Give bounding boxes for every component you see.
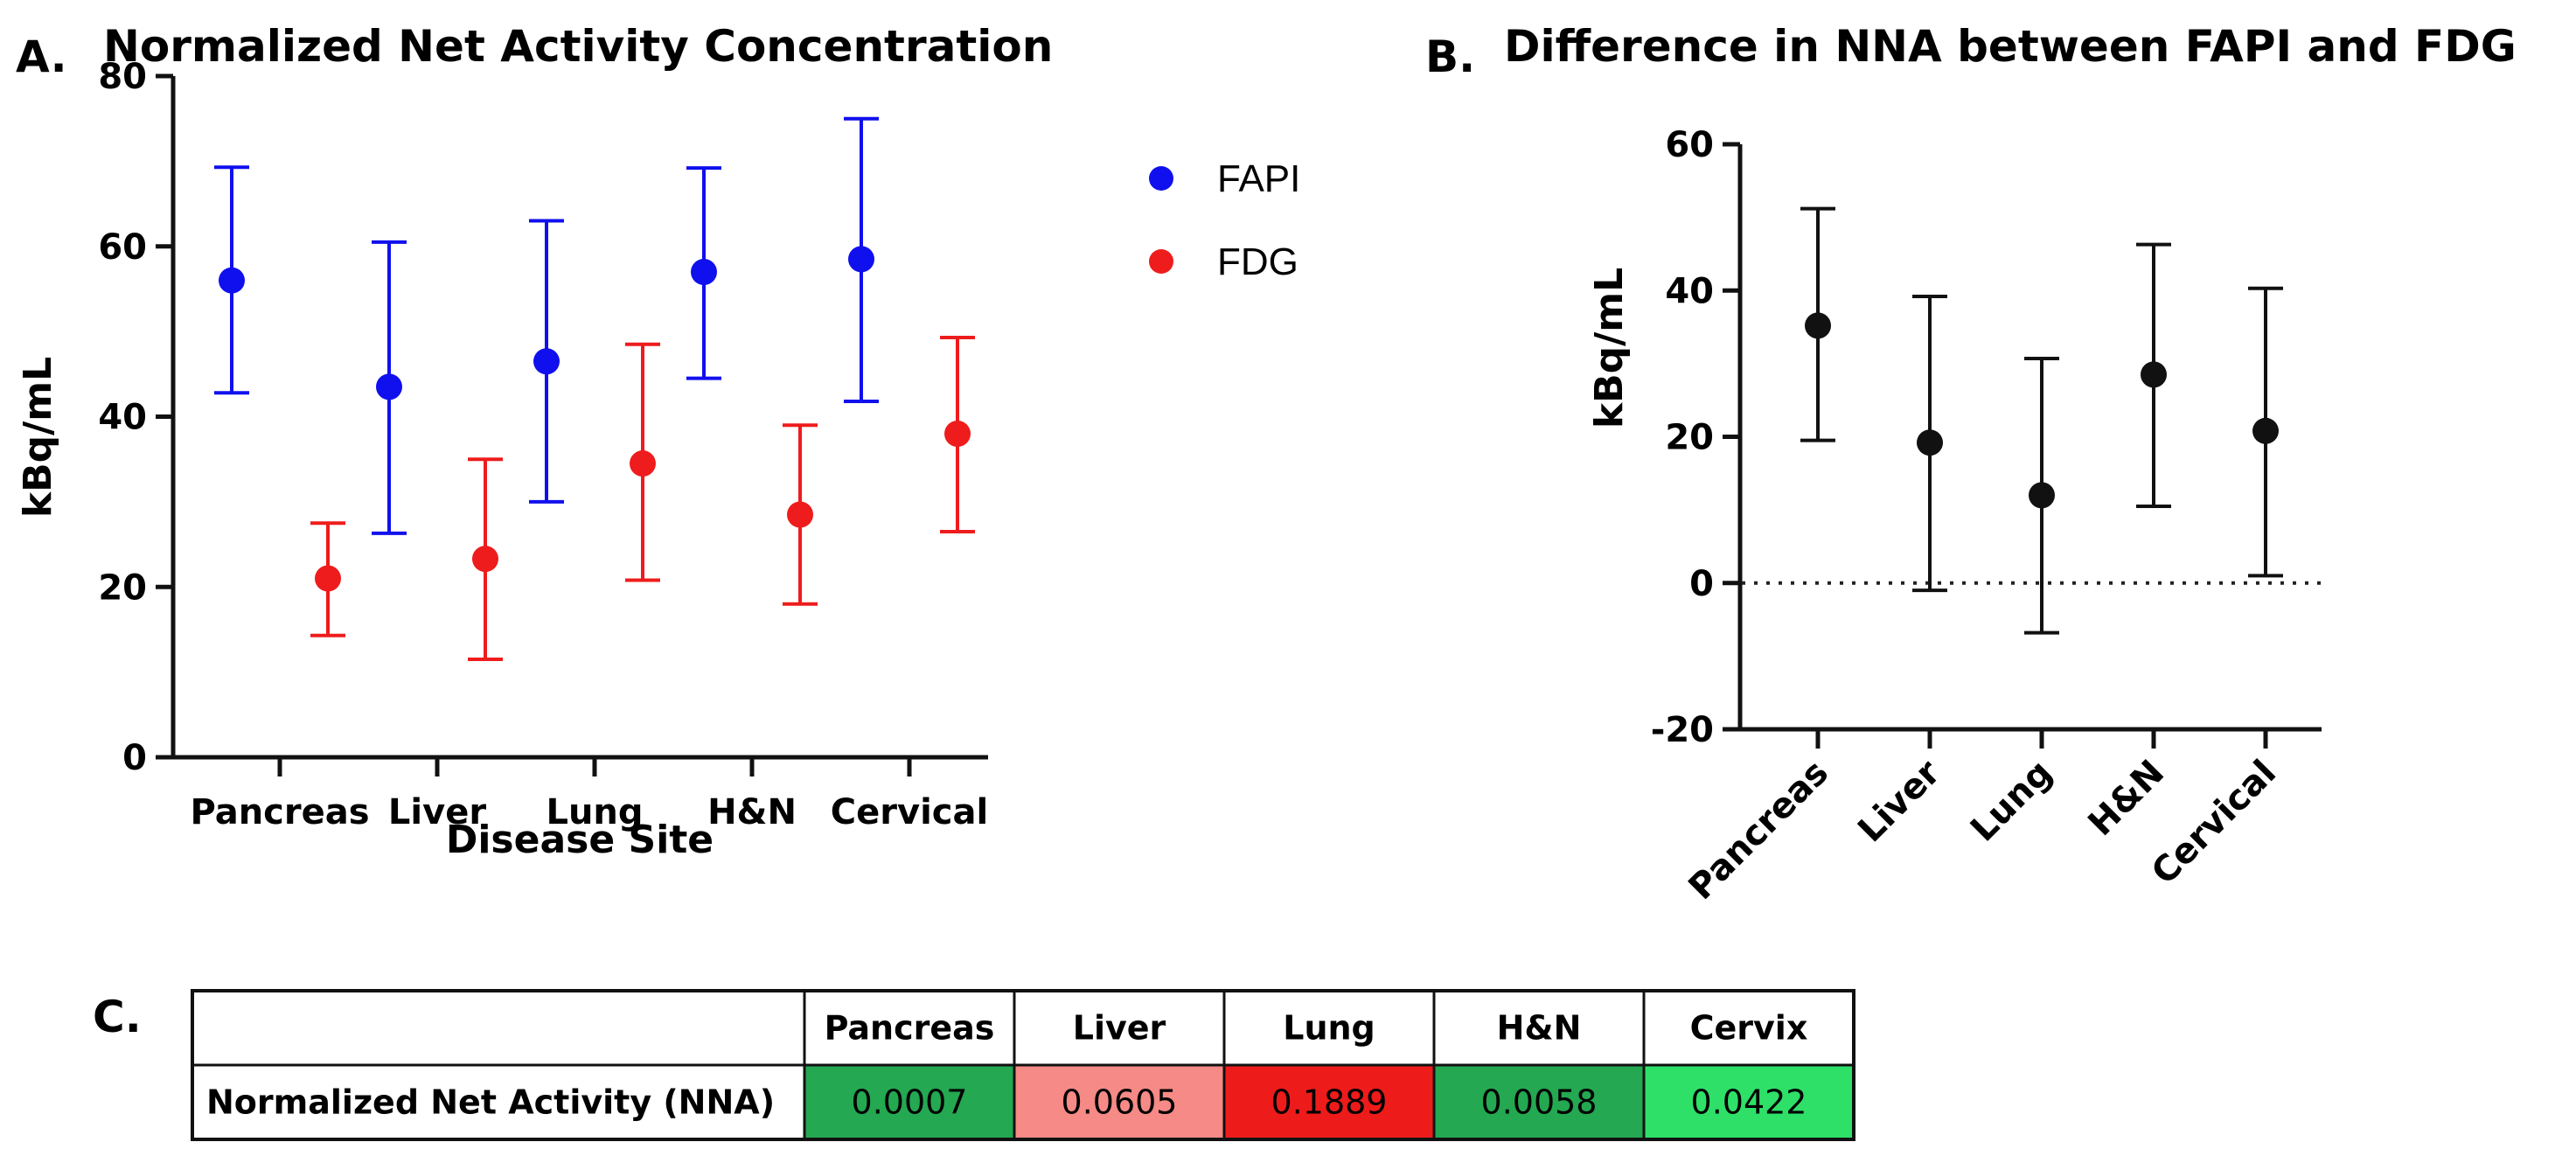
table-value: 0.0605	[1062, 1083, 1178, 1122]
panel-a-fdg-point	[315, 565, 341, 592]
panel-a-y-tick-label: 60	[98, 227, 147, 268]
panel-b-marks	[1800, 206, 2283, 635]
panel-a-y-tick-label: 40	[98, 398, 147, 438]
panel-a-legend: FAPI FDG	[1149, 157, 1300, 283]
panel-a-fdg-point	[630, 450, 656, 477]
table-header-label: Cervix	[1690, 1009, 1808, 1048]
panel-b-y-tick-label: 60	[1665, 125, 1714, 165]
table-header-label: H&N	[1497, 1009, 1582, 1048]
table-header-label: Liver	[1073, 1009, 1166, 1048]
panel-b-point	[1917, 429, 1943, 456]
table-value: 0.0422	[1691, 1083, 1807, 1122]
panel-a-category-label: H&N	[707, 792, 797, 832]
legend-fdg-label: FDG	[1217, 240, 1298, 283]
panel-a-fapi-point	[376, 373, 402, 400]
panel-a-fapi-point	[219, 267, 245, 294]
panel-a-y-axis: 0 20 40 60 80	[98, 57, 176, 778]
legend-fapi-label: FAPI	[1217, 157, 1300, 200]
panel-a-y-tick-label: 80	[98, 57, 147, 97]
panel-b-title: Difference in NNA between FAPI and FDG	[1504, 21, 2517, 72]
panel-a-fdg-point	[944, 420, 971, 447]
table-header-label: Lung	[1283, 1009, 1375, 1048]
panel-b-y-tick-label: 40	[1665, 271, 1714, 311]
table-row-label: Normalized Net Activity (NNA)	[206, 1083, 775, 1122]
panel-a-fdg-point	[787, 501, 813, 528]
panel-a-fapi-point	[533, 348, 560, 375]
panel-b-category-label: Liver	[1850, 752, 1948, 850]
panel-a-fapi-point	[848, 246, 874, 273]
panel-a-y-tick-label: 20	[98, 568, 147, 608]
panel-b-letter: B.	[1425, 31, 1475, 82]
panel-b-y-tick-label: 0	[1689, 564, 1714, 604]
panel-a-title: Normalized Net Activity Concentration	[103, 21, 1053, 72]
table-header-label: Pancreas	[825, 1009, 995, 1048]
panel-b-y-axis: -20 0 20 40 60	[1651, 125, 1743, 750]
panel-b-y-label: kBq/mL	[1587, 268, 1632, 428]
panel-a-y-label: kBq/mL	[16, 357, 60, 518]
panel-b-y-tick-label: -20	[1651, 710, 1714, 750]
panel-b-category-label: H&N	[2081, 753, 2173, 845]
panel-a-fapi-point	[691, 258, 717, 285]
panel-c-letter: C.	[93, 992, 142, 1042]
panel-a-letter: A.	[16, 31, 67, 82]
panel-a-y-tick-label: 0	[122, 738, 147, 778]
table-value: 0.0007	[852, 1083, 968, 1122]
panel-b: B. Difference in NNA between FAPI and FD…	[1425, 21, 2517, 908]
panel-b-point	[1805, 312, 1831, 339]
legend-fapi-marker	[1149, 166, 1173, 191]
panel-b-point	[2252, 417, 2279, 444]
table-header-cell	[1642, 989, 1855, 1067]
panel-a-category-label: Lung	[546, 792, 643, 832]
panel-b-point	[2141, 361, 2167, 388]
panel-a-fdg-point	[472, 546, 498, 573]
panel-a-category-label: Liver	[388, 792, 486, 832]
panel-a-marks	[214, 116, 975, 662]
table-value: 0.0058	[1481, 1083, 1598, 1122]
nna-table: Pancreas Liver Lung H&N Cervix Normalized Net…	[191, 989, 1855, 1141]
panel-b-category-label: Lung	[1963, 753, 2060, 850]
table-value-cell	[1222, 1063, 1436, 1141]
panel-a-category-label: Pancreas	[190, 792, 369, 832]
panel-b-y-tick-label: 20	[1665, 418, 1714, 458]
panel-a-x-axis: Pancreas Liver Lung H&N Cervical	[171, 755, 988, 832]
panel-b-category-label: Cervical	[2144, 753, 2284, 893]
table-row-label-cell	[191, 1063, 806, 1141]
legend-fdg-marker	[1149, 249, 1173, 274]
panel-b-point	[2029, 482, 2055, 509]
table-corner-cell	[191, 989, 806, 1067]
panel-a: A. Normalized Net Activity Concentration…	[16, 21, 1300, 862]
panel-c: C. Pancreas Liver Lung H&N Cervix Normalized …	[93, 989, 1855, 1141]
panel-a-x-label: Disease Site	[446, 818, 714, 862]
table-value-cell	[1432, 1063, 1646, 1141]
panel-a-category-label: Cervical	[831, 792, 988, 832]
table-border	[191, 989, 1855, 1141]
table-value-cell	[1013, 1063, 1226, 1141]
table-value: 0.1889	[1271, 1083, 1388, 1122]
panel-b-category-label: Pancreas	[1681, 753, 1837, 909]
